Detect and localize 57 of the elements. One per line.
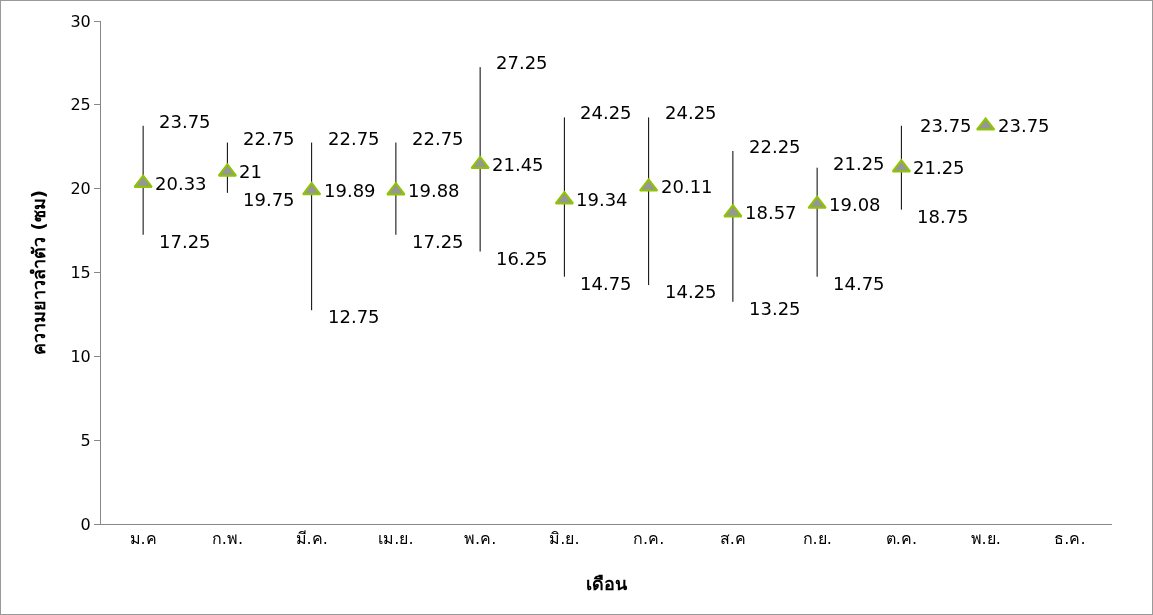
data-label: 19.89 — [324, 180, 376, 201]
data-label: 19.34 — [576, 189, 628, 210]
point — [386, 182, 406, 196]
annotation: 14.75 — [580, 273, 632, 294]
y-tick-label: 25 — [70, 95, 91, 115]
data-label: 21 — [239, 161, 262, 182]
annotation: 22.75 — [412, 128, 464, 149]
annotation: 14.75 — [833, 273, 885, 294]
annotation: 24.25 — [665, 102, 717, 123]
annotation: 12.75 — [328, 306, 380, 327]
x-tick-label: มี.ค. — [295, 529, 328, 549]
annotation: 13.25 — [749, 298, 801, 319]
annotation: 22.25 — [749, 136, 801, 157]
x-axis-title: เดือน — [586, 573, 628, 595]
annotation: 23.75 — [159, 111, 211, 132]
x-tick-label: พ.ย. — [970, 529, 1001, 549]
x-tick-label: มิ.ย. — [549, 529, 580, 549]
y-tick-label: 5 — [80, 430, 91, 450]
annotation: 27.25 — [496, 52, 548, 73]
annotation: 24.25 — [580, 102, 632, 123]
data-label: 21.25 — [913, 157, 965, 178]
annotation: 17.25 — [412, 231, 464, 252]
y-axis-title: ความยาวลำตัว (ซม) — [27, 190, 49, 355]
annotation: 22.75 — [243, 128, 295, 149]
x-tick-label: พ.ค. — [464, 529, 497, 549]
x-tick-label: ส.ค — [719, 529, 746, 549]
annotation: 22.75 — [328, 128, 380, 149]
data-label: 19.08 — [829, 194, 881, 215]
data-label: 20.33 — [155, 173, 207, 194]
data-label: 23.75 — [998, 115, 1050, 136]
x-tick-label: ก.ย. — [802, 529, 832, 549]
data-label: 18.57 — [745, 202, 797, 223]
annotation: 21.25 — [833, 153, 885, 174]
x-tick-label: ก.พ. — [211, 529, 243, 549]
data-label: 19.88 — [408, 180, 460, 201]
y-tick-label: 15 — [70, 263, 91, 283]
point — [723, 204, 743, 218]
annotation: 19.75 — [243, 189, 295, 210]
point — [133, 174, 153, 188]
data-label: 21.45 — [492, 154, 544, 175]
x-tick-label: ต.ค. — [885, 529, 917, 549]
point — [470, 155, 490, 170]
annotation: 23.75 — [920, 115, 972, 136]
point — [807, 195, 827, 209]
annotation: 18.75 — [917, 206, 969, 227]
annotation: 17.25 — [159, 231, 211, 252]
x-tick-label: ธ.ค. — [1054, 529, 1086, 549]
y-tick-label: 10 — [70, 346, 91, 366]
annotation: 16.25 — [496, 248, 548, 269]
data-label: 20.11 — [661, 176, 713, 197]
x-tick-label: เม.ย. — [378, 529, 414, 549]
annotation: 14.25 — [665, 281, 717, 302]
y-tick-label: 20 — [70, 179, 91, 199]
x-tick-label: ม.ค — [129, 529, 157, 549]
y-tick-label: 0 — [80, 514, 91, 534]
y-tick-label: 30 — [70, 11, 91, 31]
x-tick-label: ก.ค. — [633, 529, 665, 549]
